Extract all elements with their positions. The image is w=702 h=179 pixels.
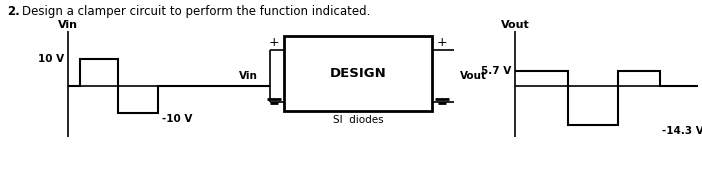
Text: Vout: Vout xyxy=(501,20,529,30)
Text: -10 V: -10 V xyxy=(162,114,192,124)
Text: Vin: Vin xyxy=(239,71,258,81)
Text: Vin: Vin xyxy=(58,20,78,30)
Text: Design a clamper circuit to perform the function indicated.: Design a clamper circuit to perform the … xyxy=(22,5,371,18)
Text: -14.3 V: -14.3 V xyxy=(662,126,702,136)
Text: 5.7 V: 5.7 V xyxy=(481,66,511,76)
Text: +: + xyxy=(269,35,279,49)
Text: DESIGN: DESIGN xyxy=(330,67,386,80)
Text: 2.: 2. xyxy=(7,5,20,18)
Bar xyxy=(284,36,432,111)
Text: +: + xyxy=(437,35,447,49)
Text: SI  diodes: SI diodes xyxy=(333,115,383,125)
Text: Vout: Vout xyxy=(460,71,487,81)
Text: 10 V: 10 V xyxy=(38,54,64,64)
